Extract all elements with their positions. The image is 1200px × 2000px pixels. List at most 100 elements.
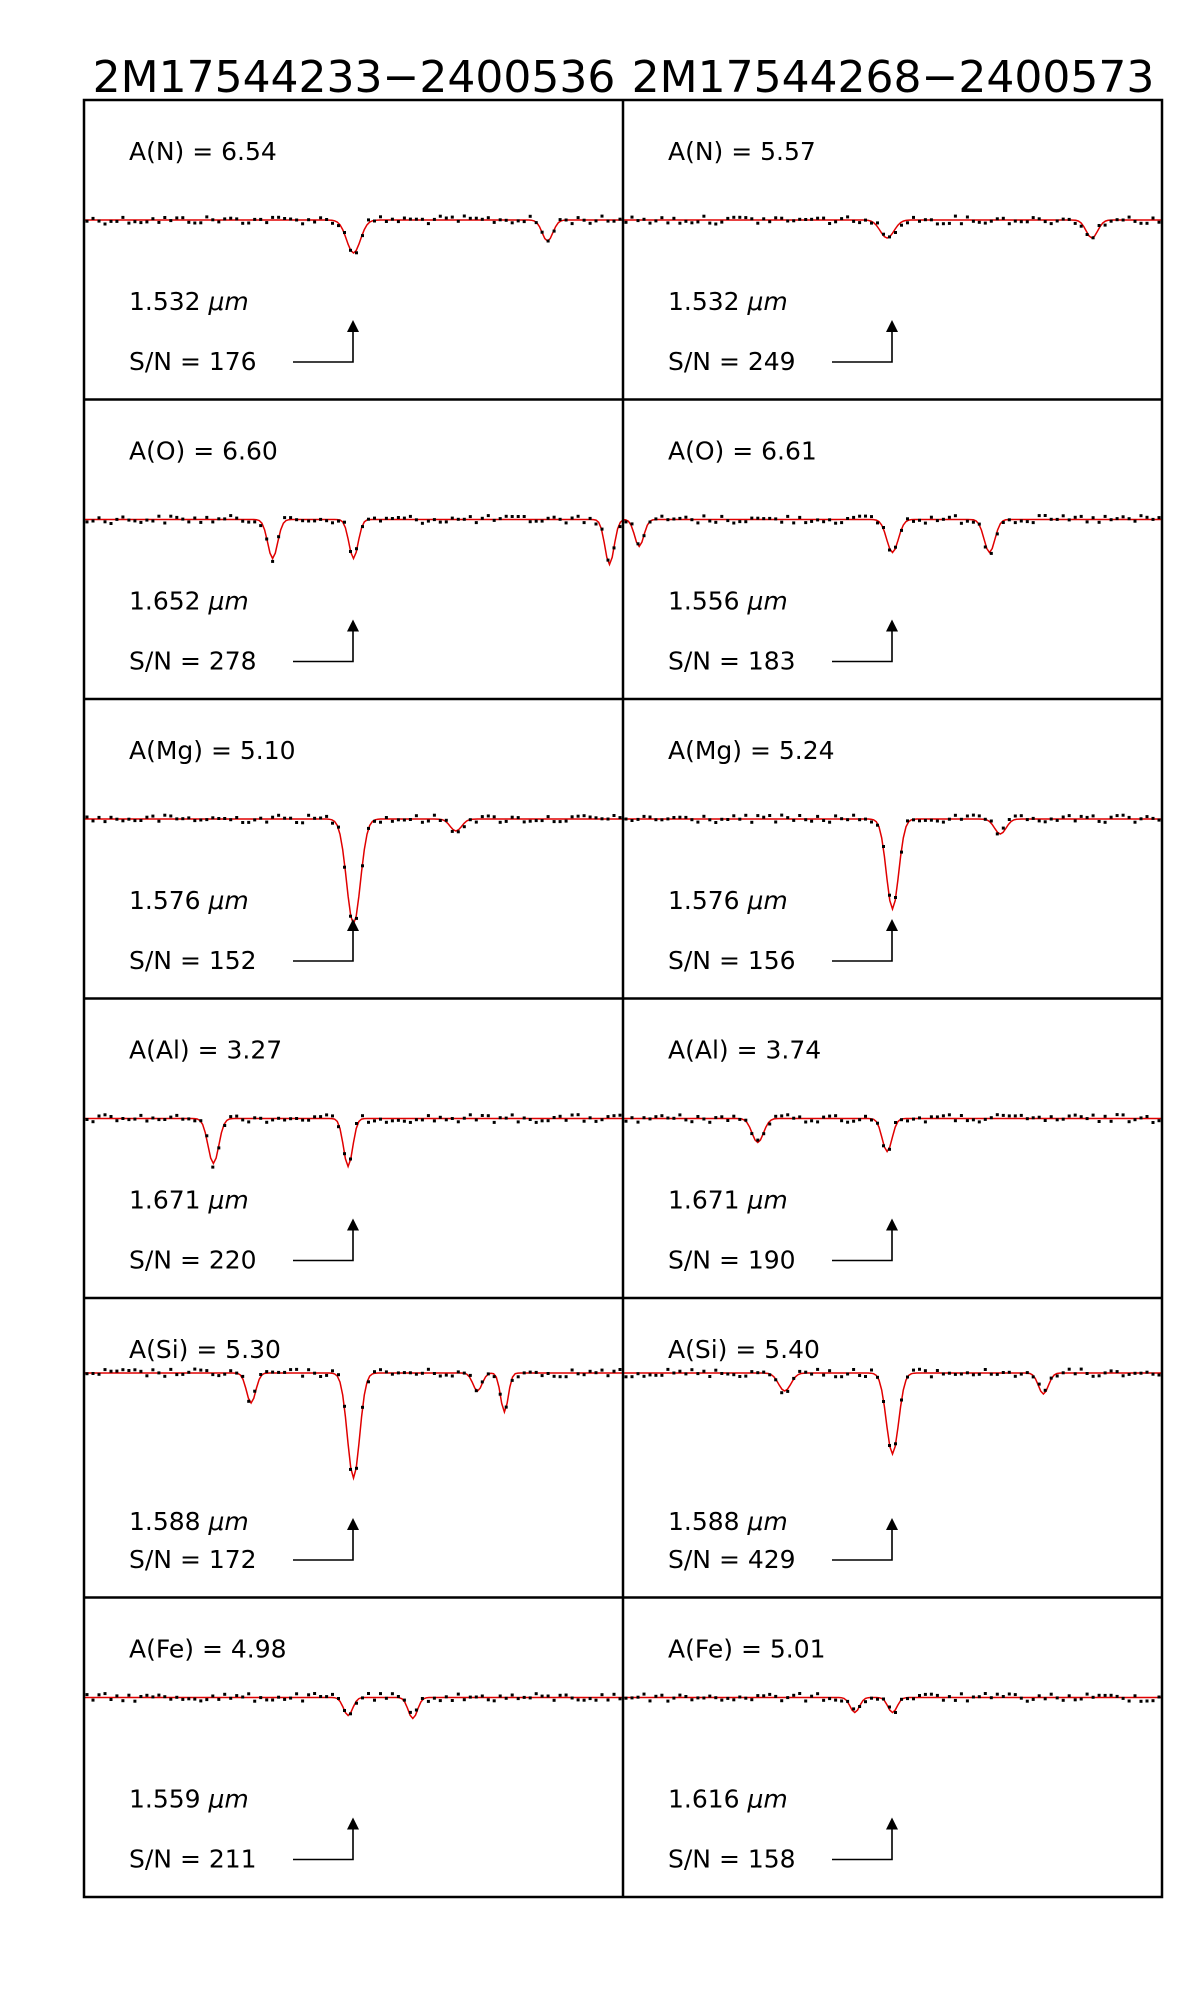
observed-point [546, 815, 550, 819]
observed-point [624, 220, 628, 224]
observed-point [1079, 1367, 1083, 1371]
observed-point [1031, 521, 1035, 525]
observed-point [971, 520, 975, 524]
observed-point [301, 222, 305, 226]
observed-point [1127, 815, 1131, 819]
observed-point [379, 820, 382, 824]
observed-point [1109, 1369, 1113, 1373]
observed-point [355, 251, 358, 255]
observed-point [187, 520, 191, 524]
observed-point [1103, 514, 1107, 518]
observed-point [594, 1371, 598, 1375]
observed-point [822, 216, 826, 220]
observed-point [792, 1376, 796, 1380]
observed-point [1037, 217, 1041, 221]
observed-point [1151, 216, 1155, 220]
observed-point [564, 819, 568, 823]
observed-point [390, 1692, 394, 1696]
observed-point [1073, 1372, 1077, 1376]
observed-point [840, 1375, 844, 1379]
observed-point [139, 1113, 143, 1117]
observed-point [666, 1699, 670, 1703]
observed-point [702, 1696, 706, 1700]
observed-point [756, 814, 760, 818]
observed-point [373, 219, 376, 223]
observed-point [852, 515, 856, 519]
observed-point [474, 521, 478, 525]
observed-point [175, 1695, 179, 1699]
observed-point [486, 1114, 490, 1118]
observed-point [1103, 1114, 1107, 1118]
observed-point [744, 1696, 748, 1700]
observed-point [636, 817, 640, 821]
observed-point [870, 221, 873, 225]
observed-point [1091, 1374, 1095, 1378]
observed-point [1091, 236, 1095, 240]
observed-point [313, 816, 317, 820]
observed-point [402, 1371, 406, 1375]
observed-point [618, 1368, 622, 1371]
abundance-label: A(O) = 6.61 [668, 437, 817, 466]
observed-point [636, 1695, 640, 1699]
observed-point [798, 217, 802, 221]
model-line [623, 1117, 1162, 1153]
observed-point [313, 1115, 317, 1119]
observed-point [247, 820, 251, 824]
observed-point [762, 1370, 766, 1374]
observed-point [121, 1117, 125, 1120]
observed-point [486, 1698, 490, 1702]
observed-point [1139, 1699, 1143, 1703]
observed-point [989, 219, 993, 223]
observed-point [708, 1375, 712, 1378]
observed-point [247, 1120, 251, 1124]
observed-point [630, 1116, 634, 1120]
observed-point [774, 517, 778, 521]
observed-point [319, 517, 323, 521]
observed-point [1049, 1692, 1053, 1696]
observed-point [822, 1373, 826, 1377]
wavelength-value: 1.652 [129, 587, 209, 616]
observed-point [1121, 1696, 1125, 1700]
observed-point [900, 528, 903, 532]
observed-point [103, 520, 107, 524]
observed-point [301, 1699, 305, 1703]
observed-point [1055, 219, 1059, 223]
observed-point [85, 219, 89, 223]
observed-point [444, 1695, 448, 1699]
observed-point [516, 1375, 520, 1379]
observed-point [1103, 1693, 1107, 1697]
observed-point [1037, 1382, 1041, 1386]
observed-point [85, 1693, 89, 1697]
observed-point [882, 232, 885, 236]
observed-point [1139, 514, 1143, 518]
observed-point [900, 1398, 903, 1402]
observed-point [1091, 516, 1095, 520]
observed-point [660, 216, 664, 220]
wavelength-label: 1.576 μm [129, 886, 249, 915]
observed-point [223, 1124, 227, 1127]
observed-point [462, 517, 466, 521]
observed-point [732, 814, 736, 818]
observed-point [1157, 1373, 1161, 1377]
observed-point [612, 1114, 616, 1118]
observed-point [654, 1373, 658, 1377]
observed-point [756, 221, 760, 225]
observed-point [355, 1701, 358, 1705]
observed-point [564, 1375, 568, 1379]
observed-point [1037, 819, 1041, 823]
observed-point [558, 218, 562, 222]
observed-point [648, 520, 652, 524]
observed-point [492, 1699, 496, 1703]
observed-point [193, 1367, 197, 1371]
observed-point [600, 527, 604, 531]
observed-point [1121, 218, 1125, 222]
observed-point [283, 516, 287, 520]
observed-point [1067, 1114, 1071, 1118]
wavelength-value: 1.532 [129, 287, 209, 316]
observed-point [720, 514, 724, 518]
observed-point [109, 815, 113, 819]
observed-point [642, 814, 646, 818]
observed-point [444, 216, 448, 220]
observed-point [115, 517, 119, 521]
observed-point [438, 1374, 442, 1378]
